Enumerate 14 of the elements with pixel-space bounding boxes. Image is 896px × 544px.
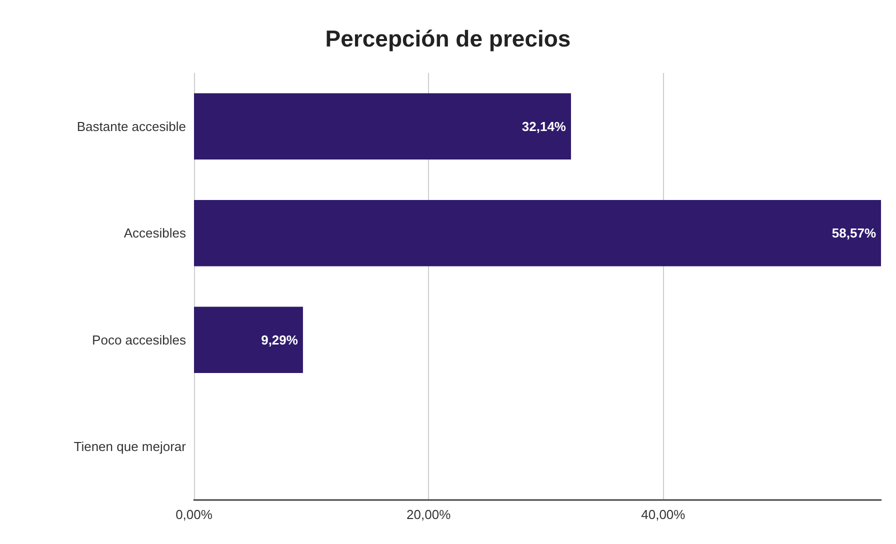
x-tick-label: 20,00% [406, 507, 452, 522]
x-tick-label: 0,00% [176, 507, 213, 522]
y-tick-label: Bastante accesible [76, 118, 186, 134]
y-tick-label: Accesibles [124, 226, 186, 241]
chart-title: Percepción de precios [325, 26, 571, 52]
data-label: 9,29% [261, 332, 298, 348]
x-tick-label: 40,00% [641, 507, 686, 522]
y-tick-label: Tienen que mejorar [74, 439, 187, 454]
data-label: 58,57% [832, 226, 876, 241]
bar [194, 93, 571, 160]
bar [194, 200, 881, 266]
y-tick-label: Poco accesibles [92, 332, 186, 348]
data-label: 32,14% [522, 118, 566, 134]
bar [194, 306, 303, 373]
